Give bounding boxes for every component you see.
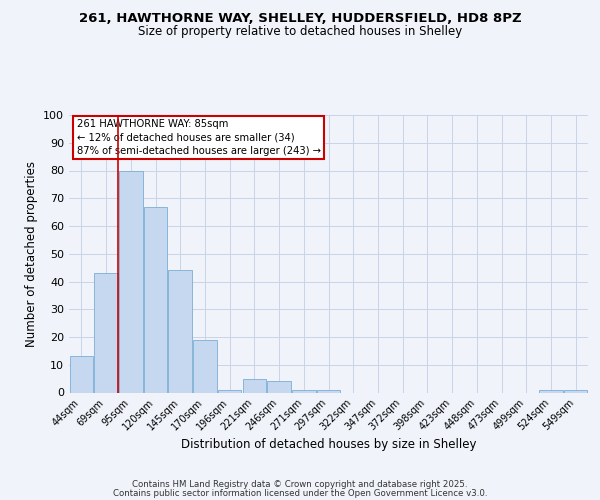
Bar — [539, 390, 563, 392]
Bar — [169, 270, 192, 392]
Bar — [193, 340, 217, 392]
Text: Size of property relative to detached houses in Shelley: Size of property relative to detached ho… — [138, 25, 462, 38]
Bar — [119, 170, 143, 392]
Bar — [144, 206, 167, 392]
Bar — [70, 356, 93, 392]
Y-axis label: Number of detached properties: Number of detached properties — [25, 161, 38, 347]
Bar — [94, 273, 118, 392]
Bar — [292, 390, 316, 392]
Text: 261 HAWTHORNE WAY: 85sqm
← 12% of detached houses are smaller (34)
87% of semi-d: 261 HAWTHORNE WAY: 85sqm ← 12% of detach… — [77, 119, 321, 156]
X-axis label: Distribution of detached houses by size in Shelley: Distribution of detached houses by size … — [181, 438, 476, 451]
Bar — [317, 390, 340, 392]
Bar — [218, 390, 241, 392]
Bar — [564, 390, 587, 392]
Text: Contains HM Land Registry data © Crown copyright and database right 2025.: Contains HM Land Registry data © Crown c… — [132, 480, 468, 489]
Bar — [242, 378, 266, 392]
Text: 261, HAWTHORNE WAY, SHELLEY, HUDDERSFIELD, HD8 8PZ: 261, HAWTHORNE WAY, SHELLEY, HUDDERSFIEL… — [79, 12, 521, 26]
Text: Contains public sector information licensed under the Open Government Licence v3: Contains public sector information licen… — [113, 489, 487, 498]
Bar — [268, 382, 291, 392]
